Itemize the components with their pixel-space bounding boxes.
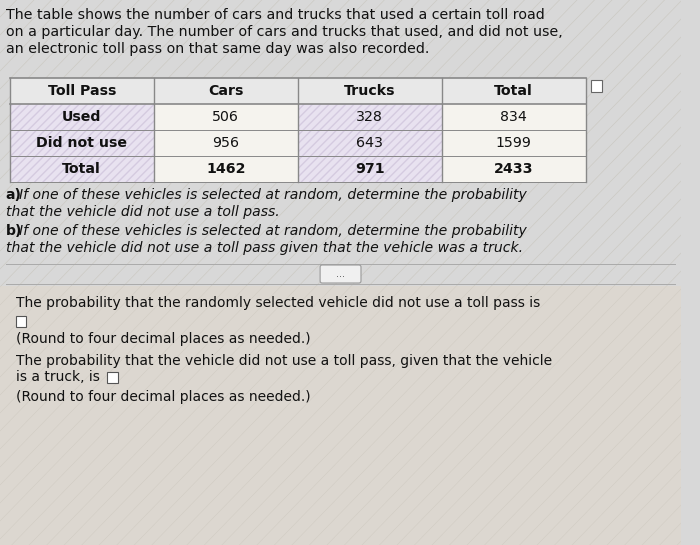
Bar <box>10 104 154 130</box>
Text: The table shows the number of cars and trucks that used a certain toll road: The table shows the number of cars and t… <box>6 8 545 22</box>
Bar <box>0 286 681 545</box>
Bar <box>298 130 442 156</box>
Text: 643: 643 <box>356 136 383 150</box>
Text: on a particular day. The number of cars and trucks that used, and did not use,: on a particular day. The number of cars … <box>6 25 563 39</box>
Bar <box>442 156 586 182</box>
Bar <box>442 130 586 156</box>
Text: 2433: 2433 <box>494 162 533 176</box>
FancyBboxPatch shape <box>320 265 361 283</box>
Bar <box>10 156 154 182</box>
Text: Toll Pass: Toll Pass <box>48 84 116 98</box>
Text: a): a) <box>6 188 22 202</box>
Text: (Round to four decimal places as needed.): (Round to four decimal places as needed.… <box>15 390 310 404</box>
Bar <box>10 130 154 156</box>
Bar <box>10 104 154 130</box>
Bar <box>10 156 154 182</box>
Bar <box>15 316 27 327</box>
Bar <box>10 130 154 156</box>
Text: that the vehicle did not use a toll pass given that the vehicle was a truck.: that the vehicle did not use a toll pass… <box>6 241 523 255</box>
Bar <box>154 156 298 182</box>
Text: Total: Total <box>62 162 101 176</box>
Text: ...: ... <box>336 269 345 279</box>
Bar <box>107 372 118 383</box>
Bar <box>591 80 602 92</box>
Bar <box>10 78 586 104</box>
Bar <box>298 130 442 156</box>
Text: Cars: Cars <box>208 84 244 98</box>
Text: is a truck, is: is a truck, is <box>15 370 99 384</box>
Text: an electronic toll pass on that same day was also recorded.: an electronic toll pass on that same day… <box>6 42 429 56</box>
Text: Total: Total <box>494 84 533 98</box>
Bar <box>298 104 442 130</box>
Text: Did not use: Did not use <box>36 136 127 150</box>
Text: 506: 506 <box>212 110 239 124</box>
Text: (Round to four decimal places as needed.): (Round to four decimal places as needed.… <box>15 332 310 346</box>
Bar <box>298 156 442 182</box>
Text: Trucks: Trucks <box>344 84 395 98</box>
Text: The probability that the vehicle did not use a toll pass, given that the vehicle: The probability that the vehicle did not… <box>15 354 552 368</box>
Bar <box>154 130 298 156</box>
Text: If one of these vehicles is selected at random, determine the probability: If one of these vehicles is selected at … <box>20 188 527 202</box>
Text: 971: 971 <box>355 162 384 176</box>
Text: b): b) <box>6 224 22 238</box>
Text: that the vehicle did not use a toll pass.: that the vehicle did not use a toll pass… <box>6 205 279 219</box>
Text: The probability that the randomly selected vehicle did not use a toll pass is: The probability that the randomly select… <box>15 296 540 310</box>
Bar <box>298 156 442 182</box>
Text: 1599: 1599 <box>496 136 532 150</box>
Text: 328: 328 <box>356 110 383 124</box>
Bar <box>442 104 586 130</box>
Bar <box>154 104 298 130</box>
Bar <box>10 78 586 182</box>
Text: If one of these vehicles is selected at random, determine the probability: If one of these vehicles is selected at … <box>20 224 527 238</box>
Text: 834: 834 <box>500 110 527 124</box>
Text: 1462: 1462 <box>206 162 246 176</box>
Bar <box>298 104 442 130</box>
Text: Used: Used <box>62 110 102 124</box>
Text: 956: 956 <box>212 136 239 150</box>
